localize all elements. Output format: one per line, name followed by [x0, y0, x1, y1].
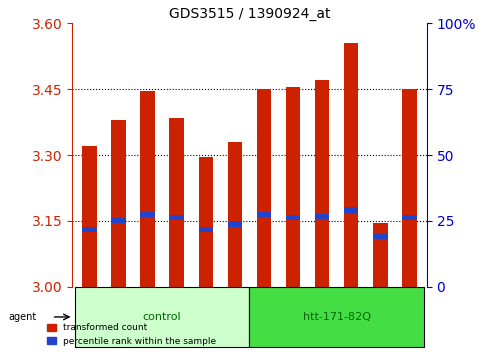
Bar [315, 80, 329, 287]
Bar [344, 207, 358, 213]
Bar [170, 215, 184, 220]
Bar [227, 142, 242, 287]
Bar [141, 91, 155, 287]
Bar [256, 89, 271, 287]
Legend: transformed count, percentile rank within the sample: transformed count, percentile rank withi… [43, 320, 220, 349]
Text: control: control [143, 312, 182, 322]
Bar [402, 89, 417, 287]
Bar [373, 234, 387, 239]
Bar [373, 223, 387, 287]
Bar [249, 287, 424, 347]
Text: agent: agent [9, 312, 37, 322]
Bar [199, 227, 213, 232]
Text: htt-171-82Q: htt-171-82Q [303, 312, 370, 322]
Bar [402, 215, 417, 220]
Bar [82, 146, 97, 287]
Bar [199, 157, 213, 287]
Bar [286, 215, 300, 220]
Bar [111, 218, 126, 223]
Bar [82, 227, 97, 232]
Bar [315, 214, 329, 219]
Bar [141, 212, 155, 217]
Bar [170, 118, 184, 287]
Bar [256, 212, 271, 217]
Bar [111, 120, 126, 287]
Bar [227, 221, 242, 227]
Bar [75, 287, 249, 347]
Bar [286, 87, 300, 287]
Title: GDS3515 / 1390924_at: GDS3515 / 1390924_at [169, 7, 330, 21]
Bar [344, 43, 358, 287]
